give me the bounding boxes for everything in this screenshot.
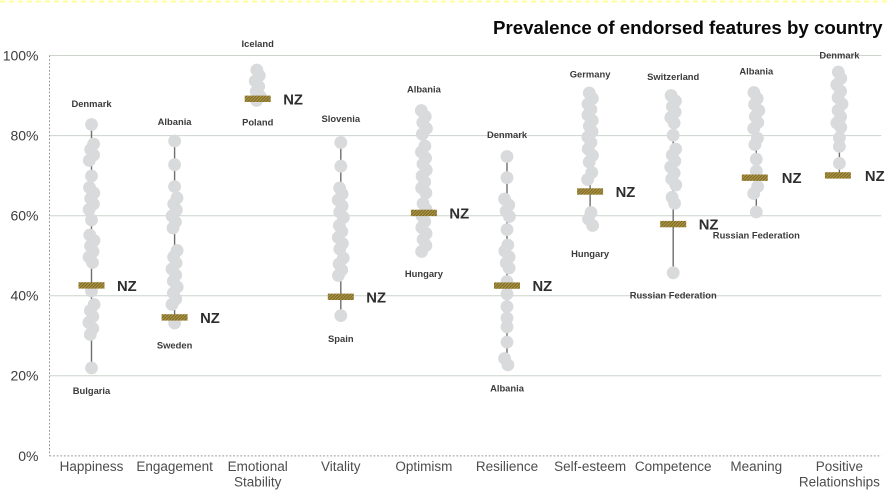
svg-text:NZ: NZ xyxy=(117,279,137,295)
svg-text:Competence: Competence xyxy=(635,459,712,474)
svg-text:Vitality: Vitality xyxy=(321,459,361,474)
svg-text:Positive: Positive xyxy=(816,459,863,474)
svg-text:Emotional: Emotional xyxy=(228,459,288,474)
svg-text:NZ: NZ xyxy=(865,169,885,185)
svg-text:Denmark: Denmark xyxy=(819,50,860,61)
svg-text:Russian Federation: Russian Federation xyxy=(713,230,800,241)
svg-text:Albania: Albania xyxy=(490,382,525,393)
svg-text:80%: 80% xyxy=(10,128,38,144)
svg-text:Albania: Albania xyxy=(739,66,774,77)
svg-text:Iceland: Iceland xyxy=(242,38,275,49)
svg-text:Relationships: Relationships xyxy=(799,475,880,490)
svg-text:Engagement: Engagement xyxy=(136,459,213,474)
svg-text:100%: 100% xyxy=(3,47,39,63)
svg-text:40%: 40% xyxy=(10,288,38,304)
svg-text:NZ: NZ xyxy=(449,206,469,222)
svg-text:Slovenia: Slovenia xyxy=(322,113,361,124)
svg-text:0%: 0% xyxy=(18,448,38,464)
svg-text:Spain: Spain xyxy=(328,333,354,344)
svg-text:Denmark: Denmark xyxy=(487,129,528,140)
svg-text:NZ: NZ xyxy=(782,171,802,187)
svg-text:NZ: NZ xyxy=(533,279,553,295)
svg-text:Poland: Poland xyxy=(242,116,274,127)
svg-text:Stability: Stability xyxy=(234,475,282,490)
svg-text:NZ: NZ xyxy=(200,311,220,327)
svg-text:Switzerland: Switzerland xyxy=(647,71,699,82)
svg-text:NZ: NZ xyxy=(366,290,386,306)
svg-text:Self-esteem: Self-esteem xyxy=(554,459,626,474)
svg-text:Germany: Germany xyxy=(570,68,611,79)
svg-text:Albania: Albania xyxy=(158,116,193,127)
svg-text:Albania: Albania xyxy=(407,84,442,95)
svg-text:Prevalence of endorsed feature: Prevalence of endorsed features by count… xyxy=(493,17,883,38)
svg-text:Denmark: Denmark xyxy=(71,98,112,109)
svg-text:Hungary: Hungary xyxy=(405,268,444,279)
svg-text:60%: 60% xyxy=(10,208,38,224)
svg-text:NZ: NZ xyxy=(616,185,636,201)
svg-text:Russian Federation: Russian Federation xyxy=(630,290,717,301)
svg-text:Bulgaria: Bulgaria xyxy=(73,385,111,396)
svg-text:Sweden: Sweden xyxy=(157,339,193,350)
svg-text:Resilience: Resilience xyxy=(476,459,538,474)
svg-text:20%: 20% xyxy=(10,368,38,384)
svg-text:Optimism: Optimism xyxy=(395,459,452,474)
svg-text:Hungary: Hungary xyxy=(571,248,610,259)
svg-text:Meaning: Meaning xyxy=(730,459,782,474)
svg-text:Happiness: Happiness xyxy=(60,459,124,474)
svg-text:NZ: NZ xyxy=(283,92,303,108)
svg-text:NZ: NZ xyxy=(699,218,719,234)
